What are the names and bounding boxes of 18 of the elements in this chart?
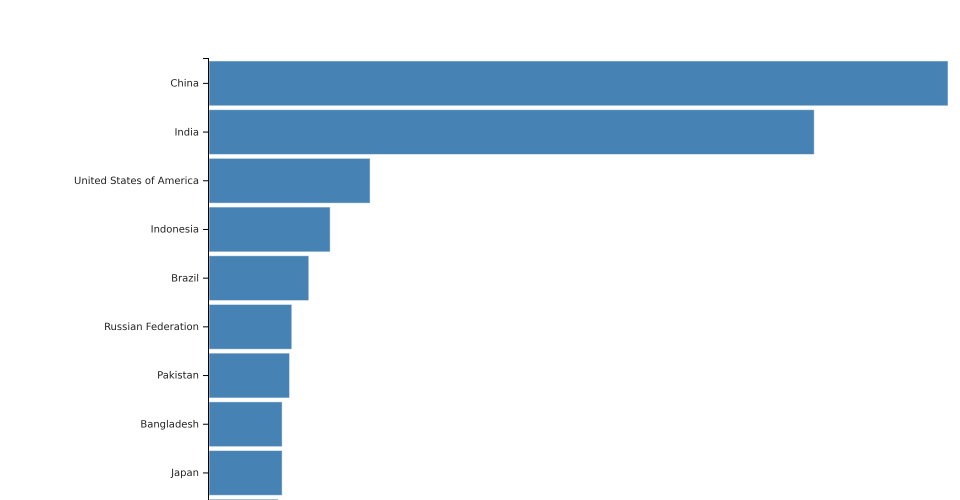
bar <box>208 352 290 398</box>
y-tick-label: Bangladesh <box>140 419 199 430</box>
bar <box>208 401 283 448</box>
y-tick-label: Brazil <box>171 273 199 284</box>
y-tick-label: Indonesia <box>150 224 199 236</box>
y-tick-label: India <box>174 127 199 138</box>
bar <box>208 450 283 496</box>
bar <box>208 109 815 155</box>
bar <box>208 304 292 350</box>
bar <box>208 255 310 302</box>
y-tick-label: Japan <box>170 468 199 480</box>
bar <box>208 206 331 252</box>
bar <box>208 60 948 106</box>
y-tick-label: China <box>170 78 199 90</box>
y-tick-label: Russian Federation <box>104 322 199 334</box>
y-tick-label: Pakistan <box>157 370 199 382</box>
y-tick-label: United States of America <box>74 176 199 187</box>
bar <box>208 158 371 204</box>
